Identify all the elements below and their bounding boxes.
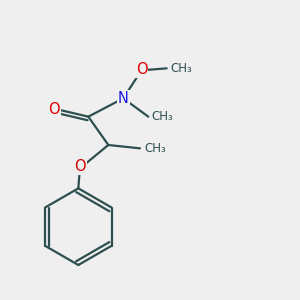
Text: CH₃: CH₃ xyxy=(170,62,192,75)
Text: CH₃: CH₃ xyxy=(144,142,166,155)
Text: N: N xyxy=(118,91,129,106)
Text: O: O xyxy=(74,159,86,174)
Text: O: O xyxy=(48,103,60,118)
Text: CH₃: CH₃ xyxy=(152,110,173,123)
Text: O: O xyxy=(136,62,148,77)
